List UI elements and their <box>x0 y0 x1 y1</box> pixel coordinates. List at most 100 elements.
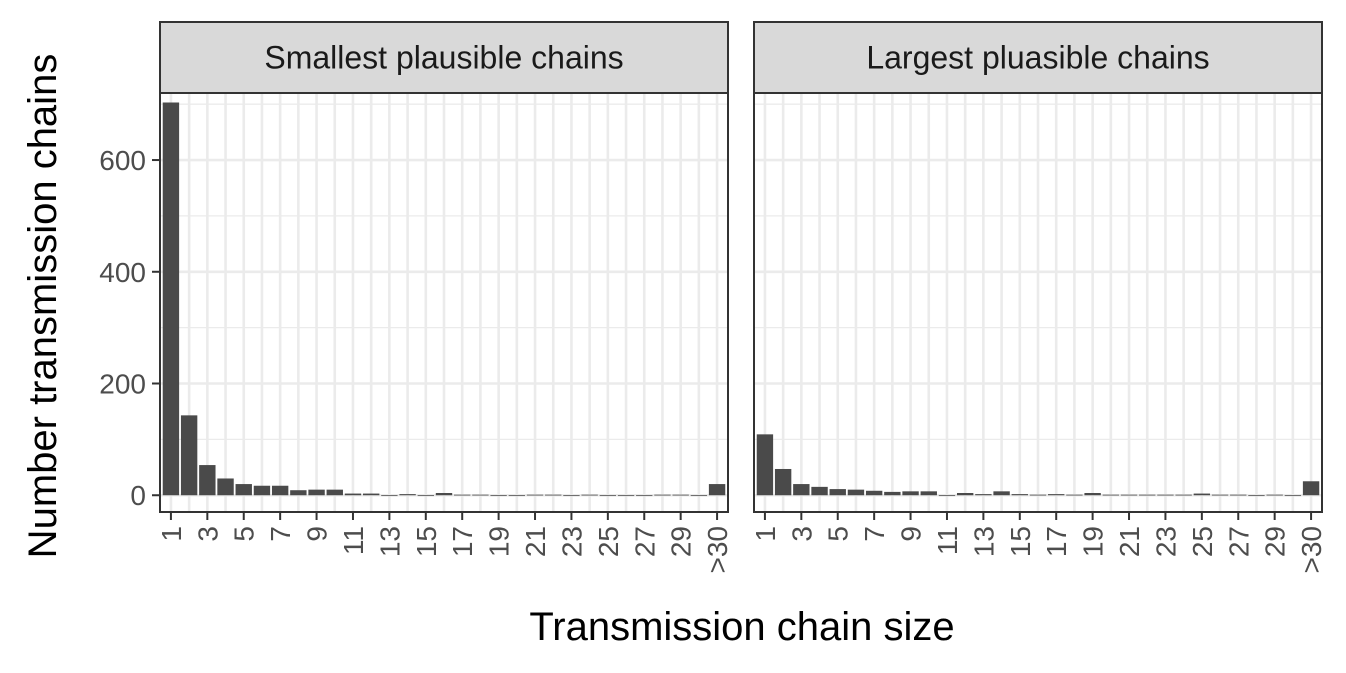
bar <box>435 493 453 496</box>
x-tick-label: 11 <box>338 526 369 555</box>
bar <box>938 495 956 497</box>
bar <box>1011 494 1028 496</box>
x-tick-label: 1 <box>156 526 187 542</box>
bar <box>847 489 865 496</box>
y-axis: 0 200 400 600 <box>99 145 160 511</box>
facet-title: Largest pluasible chains <box>866 40 1209 76</box>
x-tick-label: 3 <box>786 526 817 542</box>
bar <box>1120 494 1138 496</box>
bar <box>399 494 416 496</box>
x-tick-label: 17 <box>447 526 478 557</box>
bar <box>1284 495 1302 497</box>
bar <box>490 495 507 497</box>
x-tick-label: >30 <box>702 526 733 574</box>
bar <box>454 494 471 496</box>
y-tick-label: 600 <box>99 145 146 176</box>
bar <box>199 465 216 496</box>
y-tick-label: 400 <box>99 257 146 288</box>
x-tick-label: 5 <box>229 526 260 542</box>
bar <box>1029 494 1047 496</box>
bar <box>599 495 617 497</box>
bar <box>690 495 708 497</box>
bar <box>617 495 635 497</box>
x-tick-label: 19 <box>1078 526 1109 557</box>
x-tick-label: 23 <box>556 526 587 557</box>
bar <box>326 489 343 496</box>
bar <box>253 485 271 496</box>
facet-strip <box>753 21 1323 94</box>
x-tick-label: 21 <box>520 526 551 557</box>
bar <box>865 490 883 496</box>
bar <box>654 494 671 496</box>
bar <box>362 493 380 496</box>
bar <box>956 493 974 496</box>
bar <box>526 494 544 496</box>
x-axis-title: Transmission chain size <box>529 605 954 649</box>
x-tick-label: 25 <box>593 526 624 557</box>
x-tick-label: 27 <box>1223 526 1254 557</box>
bar <box>217 478 234 496</box>
facet-strip <box>159 21 729 94</box>
bar <box>1193 493 1211 496</box>
bar <box>884 491 901 496</box>
bar <box>756 434 774 496</box>
bar <box>1211 494 1229 496</box>
bar <box>180 415 198 496</box>
x-tick-label: 9 <box>302 526 333 542</box>
bar <box>563 495 580 497</box>
x-tick-label: 7 <box>265 526 296 542</box>
x-tick-label: 15 <box>1005 526 1036 557</box>
bar <box>829 489 846 496</box>
x-tick-label: 21 <box>1114 526 1145 557</box>
x-tick-label: 19 <box>484 526 515 557</box>
bar <box>1139 494 1156 496</box>
bar <box>1102 494 1120 496</box>
bar <box>290 490 307 496</box>
bar <box>636 495 653 497</box>
bar <box>1048 494 1065 496</box>
x-tick-label: 13 <box>374 526 405 557</box>
bar <box>672 494 689 496</box>
x-tick-label: 25 <box>1187 526 1218 557</box>
x-tick-label: 1 <box>750 526 781 542</box>
x-tick-label: 13 <box>968 526 999 557</box>
bar <box>381 495 398 497</box>
bar <box>708 484 726 496</box>
bar <box>920 491 937 496</box>
bar <box>1266 494 1283 496</box>
bar <box>1230 494 1247 496</box>
bar <box>811 486 828 496</box>
y-axis-title: Number transmission chains <box>21 54 65 559</box>
bar <box>1302 481 1320 496</box>
bar <box>271 485 289 496</box>
x-tick-label: 17 <box>1041 526 1072 557</box>
x-tick-label: 7 <box>859 526 890 542</box>
x-tick-label: 15 <box>411 526 442 557</box>
x-tick-label: 29 <box>666 526 697 557</box>
bar <box>344 493 362 496</box>
x-tick-label: 9 <box>896 526 927 542</box>
bar <box>545 494 562 496</box>
bar <box>902 491 919 496</box>
x-tick-label: 23 <box>1150 526 1181 557</box>
bar <box>1066 494 1083 496</box>
x-tick-label: 27 <box>629 526 660 557</box>
bar <box>417 495 434 497</box>
bar <box>1084 493 1101 496</box>
facet-title: Smallest plausible chains <box>264 40 623 76</box>
bar <box>581 494 598 496</box>
y-tick-label: 0 <box>130 480 146 511</box>
bar <box>993 491 1010 496</box>
bar <box>1248 495 1265 497</box>
y-tick-label: 200 <box>99 369 146 400</box>
bar <box>235 484 252 496</box>
x-tick-label: >30 <box>1296 526 1327 574</box>
x-tick-label: 3 <box>192 526 223 542</box>
bar <box>508 495 526 497</box>
x-tick-label: 5 <box>823 526 854 542</box>
bar <box>1175 494 1192 496</box>
bar <box>774 468 792 496</box>
